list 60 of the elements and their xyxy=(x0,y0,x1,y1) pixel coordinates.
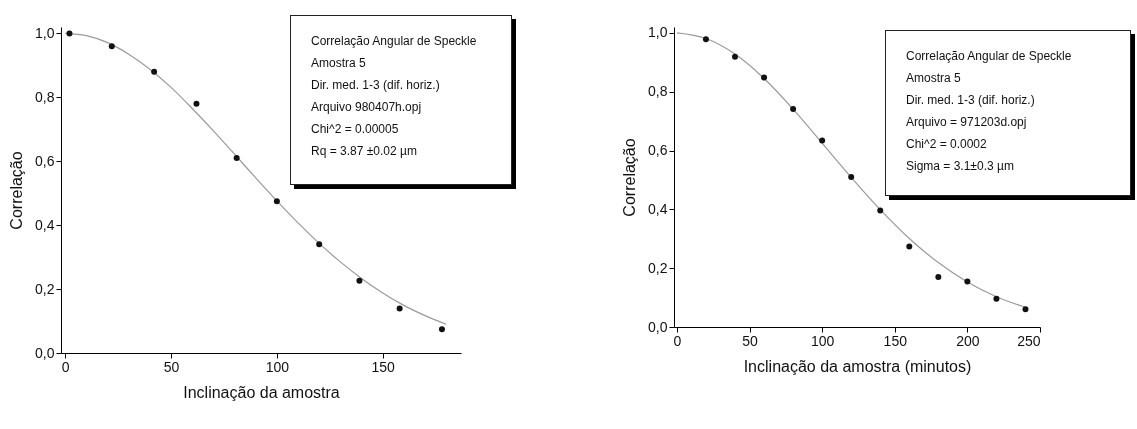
x-tick-label: 0 xyxy=(673,332,682,349)
annotation: Correlação Angular de Speckle xyxy=(906,48,1073,65)
y-axis-title: Correlação xyxy=(8,151,26,230)
x-tick-label: 200 xyxy=(956,332,980,349)
y-tick-label: 0,6 xyxy=(648,142,668,159)
y-tick-label: 1,0 xyxy=(35,24,55,41)
point xyxy=(761,74,768,81)
point xyxy=(356,277,363,284)
point xyxy=(964,278,971,285)
point xyxy=(1022,306,1029,313)
point xyxy=(66,30,73,37)
annotation: Arquivo = 971203d.opj xyxy=(906,114,1028,131)
point xyxy=(993,295,1000,302)
annotation: Arquivo 980407h.opj xyxy=(311,99,423,116)
annotation: Chi^2 = 0.00005 xyxy=(311,121,400,138)
y-axis-title: Correlação xyxy=(621,138,639,217)
y-tick-label: 0,0 xyxy=(648,318,668,335)
point xyxy=(438,326,445,333)
point xyxy=(396,305,403,312)
point xyxy=(108,43,115,50)
y-tick-label: 0,2 xyxy=(648,259,668,276)
annotation: Amostra 5 xyxy=(906,70,962,87)
annotation: Sigma = 3.1±0.3 µm xyxy=(906,158,1015,175)
x-tick-label: 250 xyxy=(1017,332,1041,349)
annotation: Rq = 3.87 ±0.02 µm xyxy=(311,143,418,160)
point xyxy=(233,155,240,162)
x-tick-label: 50 xyxy=(742,332,759,349)
point xyxy=(935,274,942,280)
annotation: Amostra 5 xyxy=(311,55,367,72)
annotation: Dir. med. 1-3 (dif. horiz.) xyxy=(906,92,1036,109)
y-tick-label: 0,2 xyxy=(35,280,55,297)
point xyxy=(151,68,158,75)
y-tick-label: 0,0 xyxy=(35,344,55,361)
y-tick-label: 0,8 xyxy=(648,83,668,100)
annotation: Chi^2 = 0.0002 xyxy=(906,136,988,153)
annotation: Dir. med. 1-3 (dif. horiz.) xyxy=(311,77,441,94)
point xyxy=(273,198,280,205)
y-tick-label: 0,8 xyxy=(35,88,55,105)
y-tick-label: 0,4 xyxy=(648,200,668,217)
x-axis-title: Inclinação da amostra xyxy=(183,383,340,401)
x-tick-label: 50 xyxy=(163,358,180,375)
point xyxy=(193,100,200,107)
x-tick-label: 150 xyxy=(371,358,396,375)
point xyxy=(819,137,826,144)
x-tick-label: 100 xyxy=(810,332,835,349)
point xyxy=(790,106,797,113)
y-tick-label: 0,4 xyxy=(35,216,55,233)
annotation: Correlação Angular de Speckle xyxy=(311,33,478,50)
point xyxy=(732,53,738,60)
y-tick-label: 0,6 xyxy=(35,152,55,169)
x-tick-label: 150 xyxy=(883,332,908,349)
point xyxy=(316,241,323,248)
point xyxy=(877,207,884,214)
point xyxy=(702,36,709,43)
y-tick-label: 1,0 xyxy=(648,24,668,41)
x-tick-label: 100 xyxy=(265,358,290,375)
point xyxy=(848,174,855,180)
x-axis-title: Inclinação da amostra (minutos) xyxy=(743,357,972,375)
x-tick-label: 0 xyxy=(61,358,70,375)
point xyxy=(906,243,913,250)
